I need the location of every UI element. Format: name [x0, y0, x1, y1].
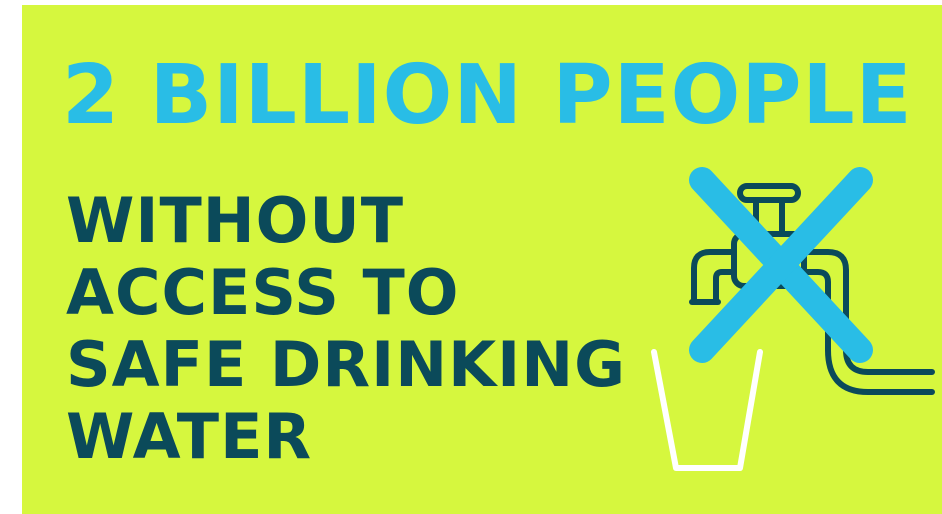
infographic-card: 2 BILLION PEOPLE WITHOUT ACCESS TO SAFE … — [22, 5, 942, 514]
subheadline-line-4: WATER — [66, 400, 313, 473]
no-water-illustration — [651, 167, 935, 471]
subheadline-line-1: WITHOUT — [66, 184, 404, 257]
empty-glass-icon — [651, 349, 763, 471]
subheadline-line-2: ACCESS TO — [66, 256, 460, 329]
subheadline-line-3: SAFE DRINKING — [66, 328, 626, 401]
headline: 2 BILLION PEOPLE — [62, 48, 913, 143]
cross-out-icon — [689, 167, 873, 363]
subheadline: WITHOUT ACCESS TO SAFE DRINKING WATER — [66, 185, 626, 473]
water-tap-icon — [689, 183, 935, 395]
